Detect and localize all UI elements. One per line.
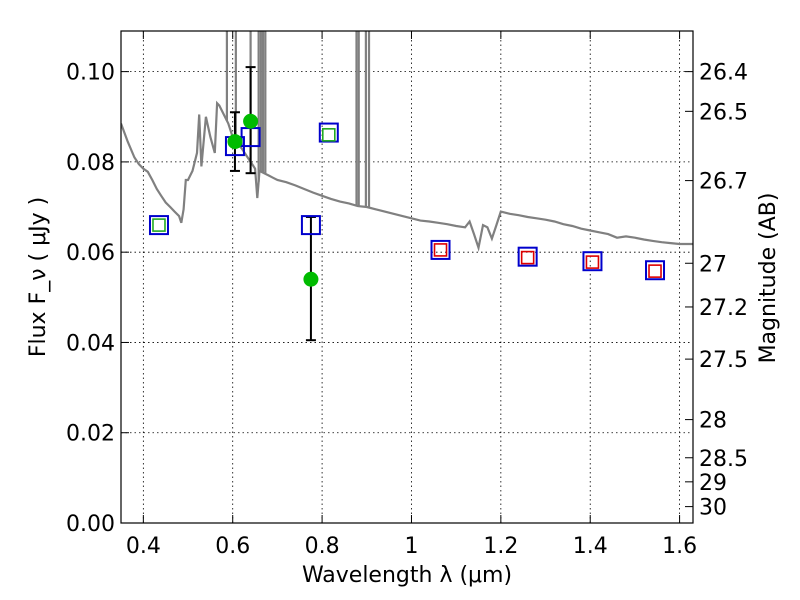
observed-square [152, 218, 166, 232]
y-tick-label: 0.08 [66, 151, 115, 176]
model-square [430, 239, 451, 260]
y-tick-label: 0.04 [66, 331, 115, 356]
right-tick-label: 28.5 [699, 447, 748, 472]
y-tick-label: 0.02 [66, 422, 115, 447]
right-axis-label: Magnitude (AB) [756, 193, 781, 364]
detection-dot [243, 113, 259, 129]
observed-photometry-points [152, 128, 662, 278]
model-square [645, 260, 666, 281]
model-photometry-points [148, 122, 666, 281]
x-tick-label: 0.4 [126, 534, 161, 559]
right-tick-label: 27.2 [699, 296, 748, 321]
y-axis-ticks: 0.00 0.02 0.04 0.06 0.08 0.10 [66, 61, 129, 537]
x-axis-ticks: 0.4 0.6 0.8 1 1.2 1.4 1.6 [126, 31, 697, 559]
model-square [148, 215, 169, 236]
x-tick-label: 1.2 [483, 534, 518, 559]
right-tick-label: 27 [699, 252, 727, 277]
x-tick-label: 1 [404, 534, 418, 559]
grid [121, 31, 693, 523]
plot-frame [120, 30, 694, 524]
error-bars [229, 66, 316, 342]
model-square [517, 246, 538, 267]
right-tick-label: 27.5 [699, 348, 748, 373]
right-tick-label: 26.4 [699, 61, 748, 86]
x-tick-label: 0.8 [305, 534, 340, 559]
observed-square [585, 255, 600, 269]
detection-dot [227, 134, 243, 150]
y-axis-label: Flux F_ν ( μJy ) [26, 197, 51, 357]
right-tick-label: 28 [699, 409, 727, 434]
right-tick-label: 26.7 [699, 170, 748, 195]
right-tick-label: 26.5 [699, 100, 748, 125]
detection-points [227, 113, 319, 287]
y-tick-label: 0.10 [66, 61, 115, 86]
right-tick-label: 29 [699, 471, 727, 496]
observed-square [520, 250, 535, 265]
model-spectrum-line [121, 100, 693, 253]
detection-dot [303, 271, 319, 287]
x-axis-label: Wavelength λ (μm) [302, 563, 512, 588]
observed-square [648, 264, 662, 278]
observed-square [321, 128, 336, 142]
x-tick-label: 1.6 [662, 534, 697, 559]
y-tick-label: 0.00 [66, 512, 115, 537]
model-square [300, 215, 321, 236]
y-tick-label: 0.06 [66, 241, 115, 266]
right-tick-label: 30 [699, 496, 727, 521]
x-tick-label: 1.4 [573, 534, 608, 559]
observed-square [433, 243, 448, 257]
x-tick-label: 0.6 [215, 534, 250, 559]
model-square [582, 251, 603, 272]
